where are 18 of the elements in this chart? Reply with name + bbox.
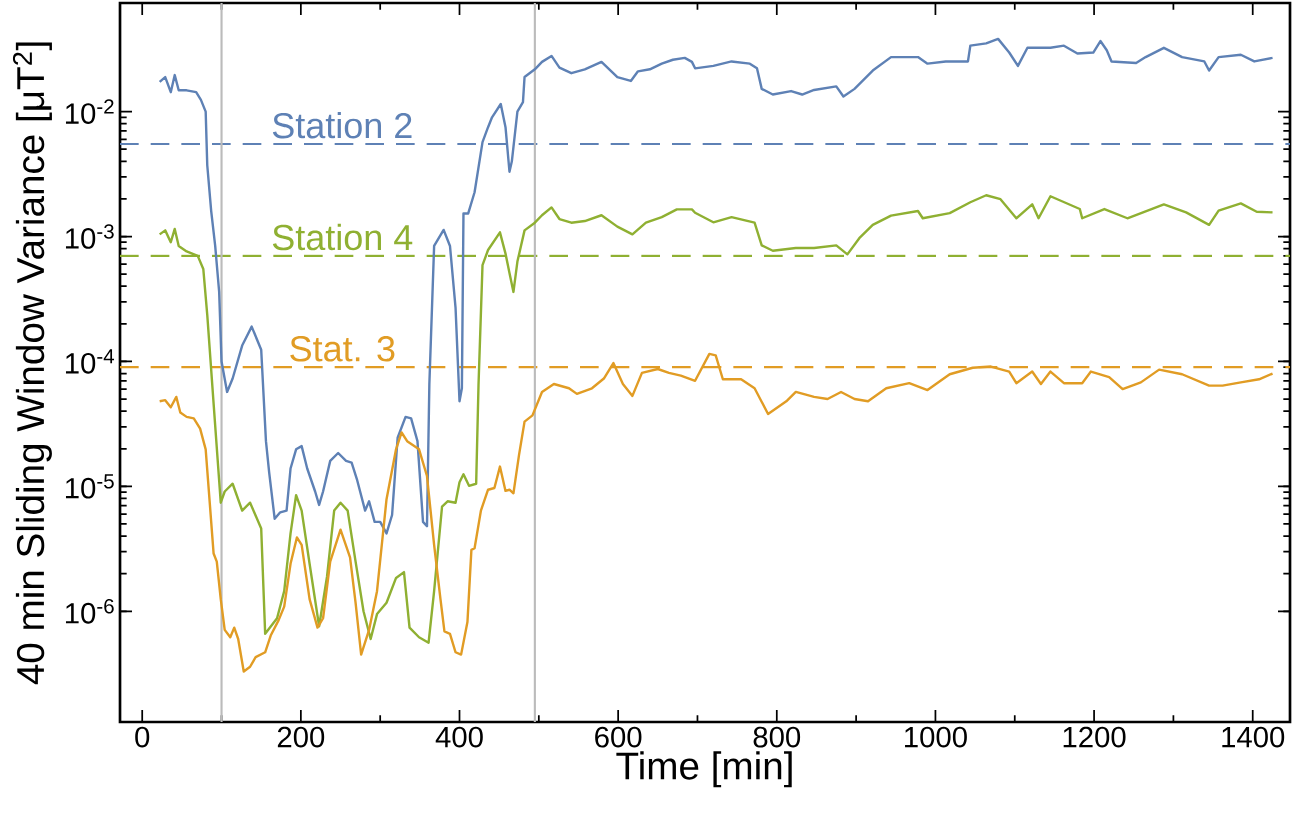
y-tick-label: 10$^{-6}$ [65, 598, 114, 624]
y-axis-title: 40 min Sliding Window Variance [μT$^{2}$] [12, 42, 52, 685]
y-tick-label: 10$^{-5}$ [65, 474, 114, 499]
x-tick-label: 1200 [1063, 726, 1126, 748]
x-tick-label: 200 [277, 726, 325, 748]
x-tick-label: 0 [135, 726, 150, 748]
y-tick-label: 10$^{-3}$ [65, 224, 114, 249]
y-tick-label: 10$^{-4}$ [65, 349, 115, 374]
x-tick-label: 800 [753, 726, 801, 748]
series-label: Station 2 [272, 111, 412, 139]
x-tick-label: 600 [595, 726, 642, 748]
x-tick-label: 1400 [1222, 726, 1285, 748]
x-tick-label: 400 [435, 726, 483, 748]
series-label: Stat. 3 [290, 336, 395, 362]
y-tick-label: 10$^{-2}$ [65, 99, 114, 124]
x-axis-title: Time [min] [616, 751, 792, 788]
x-tick-label: 1000 [905, 726, 967, 748]
series-label: Station 4 [272, 223, 413, 251]
